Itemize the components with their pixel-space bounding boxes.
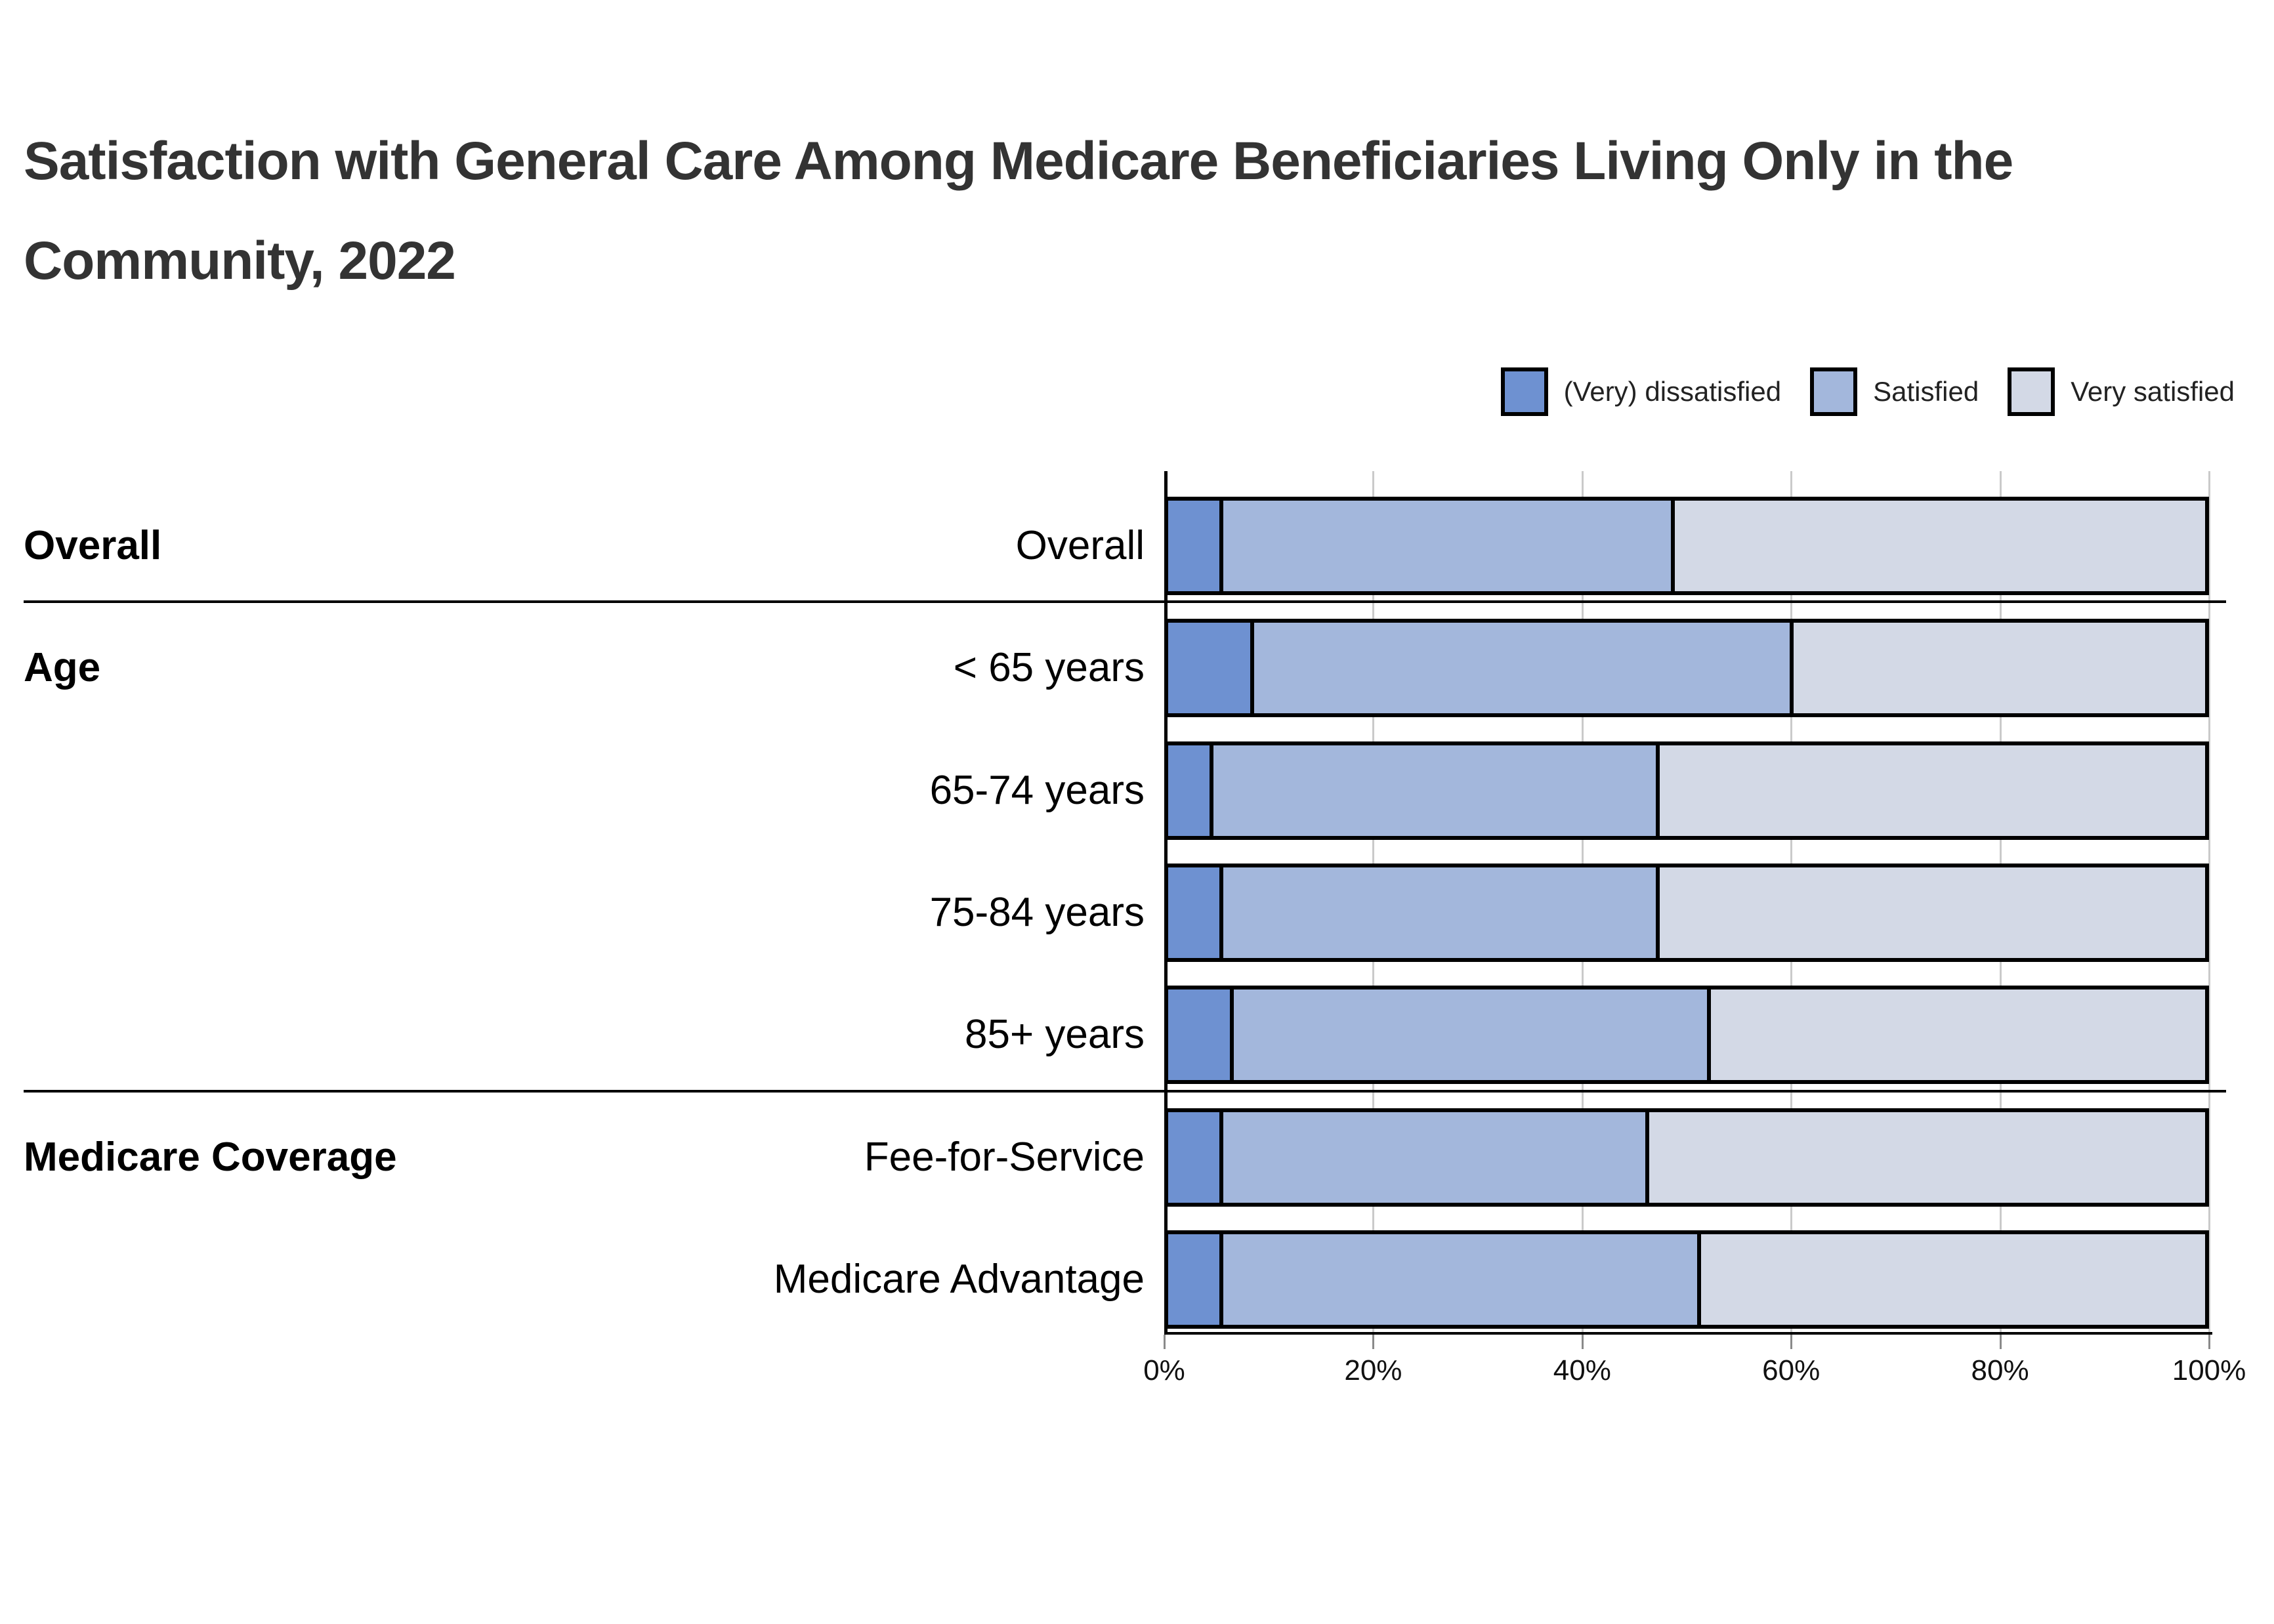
bar-segment-dissatisfied: [1168, 501, 1220, 591]
x-axis-tick: [1581, 1335, 1584, 1349]
legend-swatch-icon: [2008, 367, 2055, 416]
x-axis-tick: [1999, 1335, 2002, 1349]
group-label-medicare-coverage: Medicare Coverage: [24, 1135, 397, 1180]
bar-segment-very-satisfied: [1655, 745, 2205, 836]
stacked-bar-row: [1164, 1108, 2209, 1207]
row-label: Fee-for-Service: [864, 1135, 1145, 1180]
stacked-bar-row: [1164, 497, 2209, 595]
group-label-overall: Overall: [24, 523, 162, 568]
bar-segment-very-satisfied: [1707, 989, 2205, 1080]
x-axis-tick-label: 20%: [1344, 1354, 1402, 1386]
bar-segment-dissatisfied: [1168, 1112, 1220, 1203]
row-label: Overall: [1015, 523, 1145, 568]
legend-swatch-icon: [1810, 367, 1858, 416]
bar-segment-satisfied: [1219, 867, 1656, 958]
stacked-bar-row: [1164, 619, 2209, 717]
group-label-age: Age: [24, 645, 101, 690]
bar-segment-satisfied: [1219, 501, 1672, 591]
bar-segment-satisfied: [1219, 1234, 1697, 1325]
row-label: < 65 years: [953, 645, 1145, 690]
x-axis-tick: [2208, 1335, 2210, 1349]
legend-label: (Very) dissatisfied: [1563, 376, 1782, 407]
x-axis-tick-label: 80%: [1971, 1354, 2029, 1386]
bar-segment-dissatisfied: [1168, 745, 1210, 836]
page-title-line1: Satisfaction with General Care Among Med…: [24, 131, 2013, 191]
legend-item: (Very) dissatisfied: [1500, 367, 1782, 416]
group-separator: [24, 1090, 2226, 1093]
row-label: Medicare Advantage: [773, 1257, 1145, 1302]
group-separator: [24, 600, 2226, 603]
chart-legend: (Very) dissatisfied Satisfied Very satisfi…: [1500, 367, 2235, 416]
bar-segment-satisfied: [1209, 745, 1656, 836]
x-axis-tick: [1164, 1335, 1166, 1349]
bar-segment-very-satisfied: [1696, 1234, 2205, 1325]
x-axis-tick: [1790, 1335, 1793, 1349]
x-axis-tick-label: 0%: [1143, 1354, 1185, 1386]
x-axis-tick-label: 100%: [2172, 1354, 2246, 1386]
bar-segment-dissatisfied: [1168, 623, 1251, 713]
row-label: 85+ years: [964, 1012, 1145, 1057]
legend-label: Very satisfied: [2071, 376, 2235, 407]
bar-segment-satisfied: [1219, 1112, 1646, 1203]
y-axis-line: [1164, 471, 1168, 1332]
x-axis-line: [1164, 1332, 2212, 1335]
x-axis-tick: [1372, 1335, 1375, 1349]
stacked-bar-row: [1164, 864, 2209, 962]
bar-segment-very-satisfied: [1789, 623, 2205, 713]
page-title-line2: Community, 2022: [24, 231, 456, 291]
row-label: 75-84 years: [929, 890, 1145, 935]
x-axis-tick-label: 40%: [1553, 1354, 1611, 1386]
bar-segment-dissatisfied: [1168, 867, 1220, 958]
bar-segment-satisfied: [1250, 623, 1790, 713]
legend-label: Satisfied: [1873, 376, 1979, 407]
page-title: Satisfaction with General Care Among Med…: [24, 112, 2013, 311]
stacked-bar-row: [1164, 741, 2209, 840]
x-axis-tick-label: 60%: [1762, 1354, 1821, 1386]
stacked-bar-row: [1164, 1230, 2209, 1329]
bar-segment-dissatisfied: [1168, 989, 1231, 1080]
bar-segment-very-satisfied: [1645, 1112, 2205, 1203]
row-label: 65-74 years: [929, 768, 1145, 813]
bar-segment-very-satisfied: [1655, 867, 2206, 958]
bar-segment-very-satisfied: [1671, 501, 2205, 591]
stacked-bar-row: [1164, 986, 2209, 1084]
legend-item: Satisfied: [1810, 367, 1979, 416]
legend-item: Very satisfied: [2008, 367, 2235, 416]
gridline: [2208, 471, 2210, 1332]
bar-segment-dissatisfied: [1168, 1234, 1220, 1325]
bar-segment-satisfied: [1230, 989, 1708, 1080]
legend-swatch-icon: [1500, 367, 1548, 416]
